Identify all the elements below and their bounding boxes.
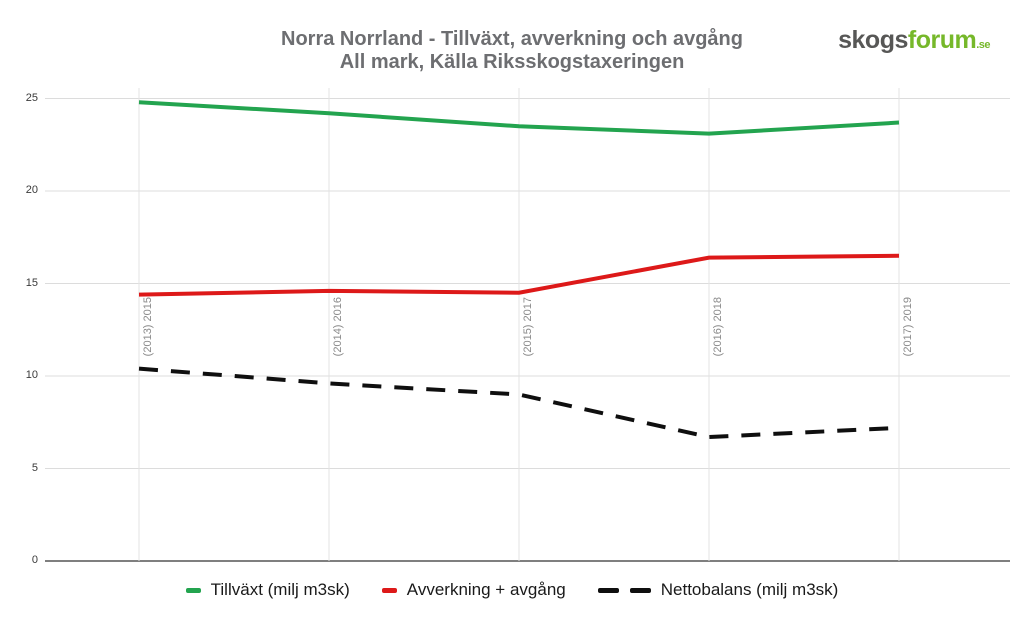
legend-item-avverkning[interactable]: Avverkning + avgång <box>381 580 566 600</box>
x-category-label: (2013) 2015 <box>142 297 154 357</box>
legend-label-avverkning: Avverkning + avgång <box>406 580 566 599</box>
y-tick-label: 0 <box>31 554 38 566</box>
legend-swatch-tillvaxt <box>185 587 201 593</box>
x-category-label: (2014) 2016 <box>332 297 344 357</box>
logo-text-forum: forum <box>907 26 977 54</box>
chart-title-line2: All mark, Källa Riksskogstaxeringen <box>339 51 685 73</box>
x-category-label: (2015) 2017 <box>522 297 534 357</box>
y-tick-label: 15 <box>25 276 38 289</box>
series-line-1 <box>138 253 900 297</box>
y-tick-label: 5 <box>31 461 38 474</box>
legend-label-nettobalans: Nettobalans (milj m3sk) <box>660 580 839 599</box>
logo-text-skogs: skogs <box>838 26 908 54</box>
chart-title-line1: Norra Norrland - Tillväxt, avverkning oc… <box>281 28 743 50</box>
legend-item-tillvaxt[interactable]: Tillväxt (milj m3sk) <box>185 580 350 600</box>
skogsforum-logo: skogsforum.se <box>838 26 990 55</box>
x-category-label: (2016) 2018 <box>712 297 724 357</box>
logo-text-se: .se <box>976 39 990 51</box>
legend-label-tillvaxt: Tillväxt (milj m3sk) <box>210 580 350 599</box>
y-tick-label: 10 <box>25 369 38 381</box>
legend-item-nettobalans[interactable]: Nettobalans (milj m3sk) <box>597 580 839 600</box>
chart-title: Norra Norrland - Tillväxt, avverkning oc… <box>0 28 1024 74</box>
y-tick-label: 20 <box>25 184 38 196</box>
legend-swatch-avverkning <box>381 587 397 593</box>
series-line-0 <box>138 100 900 136</box>
x-category-label: (2017) 2019 <box>902 297 914 357</box>
chart-legend: Tillväxt (milj m3sk) Avverkning + avgång… <box>0 580 1024 600</box>
legend-swatch-nettobalans <box>597 587 651 593</box>
y-tick-label: 25 <box>25 91 38 104</box>
